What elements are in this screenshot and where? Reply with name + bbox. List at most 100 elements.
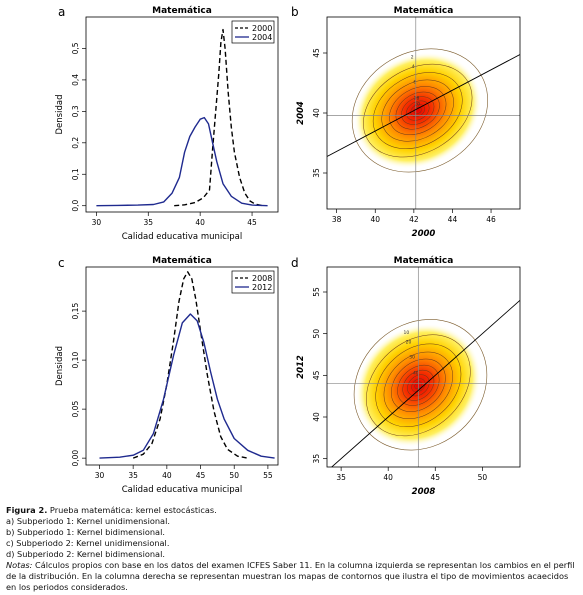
contour-line (413, 107, 422, 115)
y-tick-label: 55 (312, 287, 321, 297)
x-axis-label: 2000 (412, 229, 436, 239)
x-tick-label: 30 (95, 471, 105, 480)
y-tick-label: 35 (312, 168, 321, 178)
legend-label: 2012 (252, 283, 272, 292)
x-tick-label: 35 (336, 473, 346, 482)
y-tick-label: 40 (312, 108, 321, 118)
contour-label: 10 (404, 330, 410, 336)
y-tick-label: 0,05 (71, 401, 80, 418)
caption-notes-label: Notas: (6, 560, 33, 570)
x-tick-label: 45 (247, 218, 257, 227)
x-axis-label: Calidad educativa municipal (122, 232, 243, 242)
contour-label: 40 (413, 371, 419, 377)
chart-title: Matemática (394, 6, 454, 16)
contour-label: 6 (413, 79, 416, 85)
x-tick-label: 50 (478, 473, 488, 482)
y-tick-label: 0,15 (71, 303, 80, 320)
contour-line (389, 86, 447, 136)
contour-line (395, 91, 440, 130)
contour-line (375, 343, 462, 428)
contour-line (407, 374, 430, 397)
contour-label: 20 (414, 101, 420, 107)
y-tick-label: 0,5 (71, 42, 80, 54)
y-tick-label: 45 (312, 48, 321, 58)
regression-line (327, 54, 520, 157)
x-tick-label: 40 (195, 218, 205, 227)
caption-item: c) Subperiodo 2: Kernel unidimensional. (6, 538, 170, 548)
y-tick-label: 45 (312, 370, 321, 380)
legend-label: 2000 (252, 24, 272, 33)
x-axis-label: 2008 (412, 487, 436, 497)
chart-title: Matemática (152, 6, 212, 16)
y-tick-label: 0,10 (71, 352, 80, 369)
x-tick-label: 50 (229, 471, 239, 480)
caption-notes: Notas: Cálculos propios con base en los … (6, 560, 578, 593)
x-tick-label: 40 (383, 473, 393, 482)
y-axis-label: Densidad (55, 95, 65, 135)
contour-line (366, 334, 471, 437)
x-tick-label: 42 (409, 215, 419, 224)
x-tick-label: 55 (263, 471, 273, 480)
plot-frame (85, 266, 279, 466)
panel-letter: a (58, 5, 65, 19)
contour-line (383, 351, 453, 419)
caption-figure-number: Figura 2. (6, 505, 48, 515)
caption-item: a) Subperiodo 1: Kernel unidimensional. (6, 516, 170, 526)
y-tick-label: 0,1 (71, 168, 80, 180)
panel-d-contour-chart: d Matemática 10 20 30 40 35 40 45 50 35 40 45 50 55 200… (291, 256, 521, 497)
density-heat-field (353, 52, 482, 169)
y-tick-label: 50 (312, 329, 321, 339)
caption-item: d) Subperiodo 2: Kernel bidimensional. (6, 549, 165, 559)
regression-line (331, 299, 520, 467)
caption-figure-title: Prueba matemática: kernel estocásticas. (47, 505, 217, 515)
contour-line (353, 319, 488, 451)
contour-plot-area: 10 20 30 40 (327, 267, 520, 467)
x-tick-label: 45 (196, 471, 206, 480)
contour-label: 4 (412, 64, 415, 70)
y-tick-label: 0,0 (71, 200, 80, 212)
series-line-2008 (132, 271, 248, 459)
contour-label: 18 (414, 96, 420, 102)
y-tick-label: 0,00 (71, 450, 80, 467)
y-tick-label: 0,4 (71, 74, 80, 86)
x-axis-label: Calidad educativa municipal (122, 485, 243, 495)
caption-notes-text: Cálculos propios con base en los datos d… (6, 560, 575, 592)
series-line-2012 (99, 313, 275, 459)
figure-caption: Figura 2. Prueba matemática: kernel esto… (6, 505, 578, 593)
y-tick-label: 35 (312, 454, 321, 464)
y-axis-label: 2004 (296, 101, 306, 125)
x-tick-label: 35 (143, 218, 153, 227)
contour-label: 2 (411, 54, 414, 60)
contour-line (414, 381, 423, 390)
plot-frame (326, 266, 521, 468)
y-axis-label: Densidad (55, 346, 65, 386)
contour-line (401, 96, 435, 125)
x-tick-label: 44 (448, 215, 458, 224)
caption-title: Figura 2. Prueba matemática: kernel esto… (6, 505, 578, 516)
y-tick-label: 40 (312, 412, 321, 422)
panel-letter: b (291, 5, 299, 19)
contour-label: 20 (406, 339, 412, 345)
x-tick-label: 40 (370, 215, 380, 224)
chart-title: Matemática (394, 256, 454, 266)
legend-label: 2008 (252, 274, 272, 283)
y-tick-label: 0,2 (71, 137, 80, 149)
x-tick-label: 40 (162, 471, 172, 480)
legend-label: 2004 (252, 33, 272, 42)
series-line-2004 (96, 116, 268, 207)
contour-line (397, 364, 440, 406)
x-tick-label: 46 (486, 215, 496, 224)
contour-label: 30 (409, 355, 415, 361)
y-tick-label: 0,3 (71, 105, 80, 117)
panel-letter: d (291, 256, 299, 270)
y-axis-label: 2012 (296, 355, 306, 379)
contour-line (406, 100, 430, 121)
caption-item: b) Subperiodo 1: Kernel bidimensional. (6, 527, 165, 537)
contour-line (402, 369, 435, 401)
